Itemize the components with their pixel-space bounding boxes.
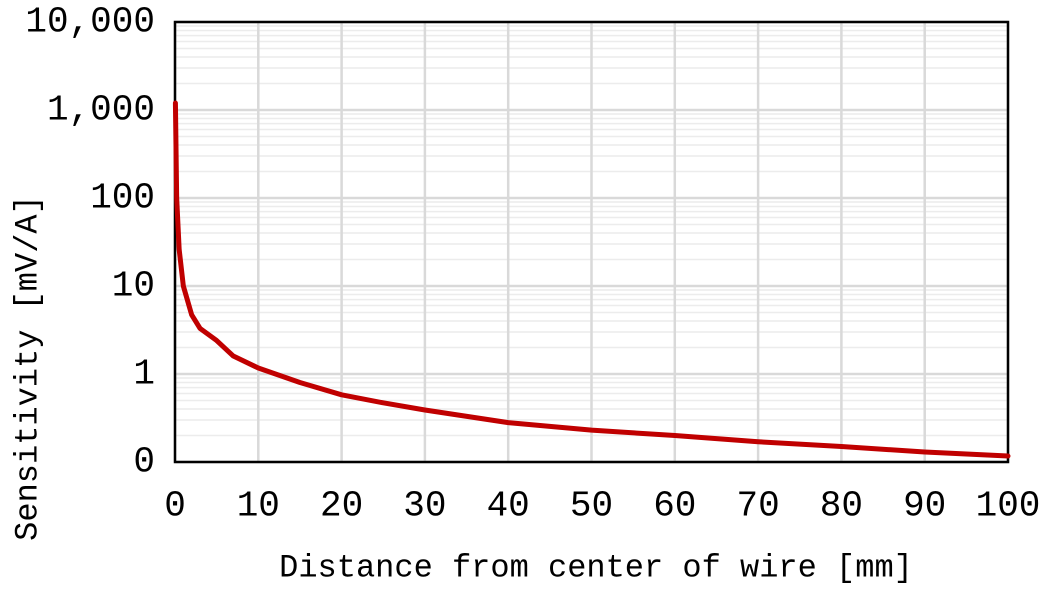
plot-frame (173, 20, 1010, 464)
x-axis-label: Distance from center of wire [mm] (279, 549, 913, 586)
x-tick-label: 80 (820, 486, 863, 527)
y-tick-label: 10 (112, 266, 155, 307)
y-axis-label: Sensitivity [mV/A] (9, 195, 46, 541)
x-tick-label: 20 (320, 486, 363, 527)
x-tick-label: 10 (237, 486, 280, 527)
x-tick-label: 30 (403, 486, 446, 527)
x-tick-label: 90 (903, 486, 946, 527)
x-tick-label: 100 (976, 486, 1041, 527)
x-tick-label: 50 (570, 486, 613, 527)
data-line (172, 100, 1011, 459)
y-tick-label: 0 (133, 442, 155, 483)
y-tick-label: 1,000 (47, 90, 155, 131)
y-tick-label: 10,000 (25, 2, 155, 43)
y-tick-label: 100 (90, 178, 155, 219)
x-tick-label: 60 (653, 486, 696, 527)
x-tick-label: 40 (487, 486, 530, 527)
x-tick-label: 0 (164, 486, 186, 527)
x-tick-label: 70 (736, 486, 779, 527)
y-tick-label: 1 (133, 354, 155, 395)
